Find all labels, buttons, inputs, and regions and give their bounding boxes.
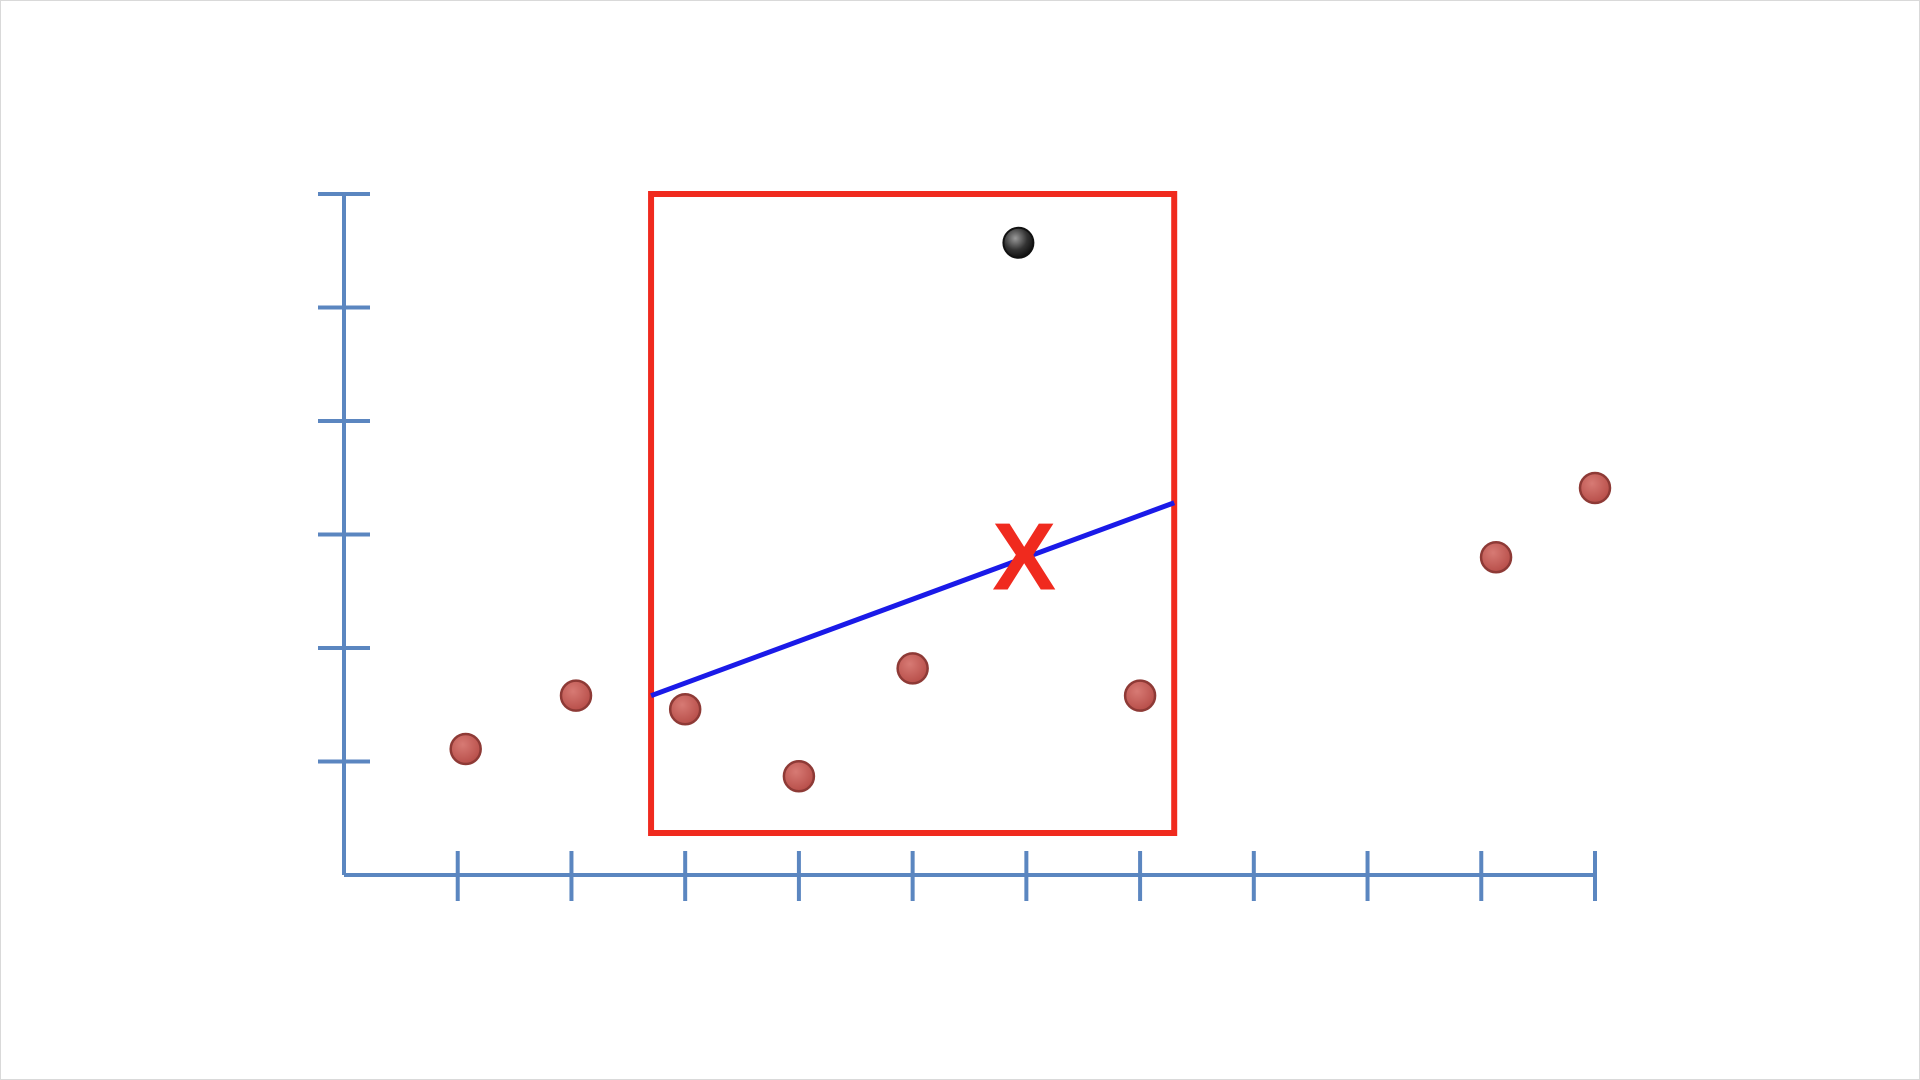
- data-point-3: [668, 693, 702, 726]
- window-rectangle: [648, 191, 1178, 837]
- data-point-2: [559, 679, 593, 712]
- data-point-7: [1479, 540, 1513, 574]
- highlighted-point: [1002, 226, 1035, 259]
- data-point-8: [1578, 471, 1612, 505]
- data-point-1: [449, 732, 482, 766]
- data-point-5: [896, 652, 929, 685]
- fit-line: [650, 500, 1176, 699]
- data-point-6: [1123, 679, 1157, 712]
- prediction-marker: X: [992, 504, 1056, 611]
- data-point-4: [782, 760, 816, 793]
